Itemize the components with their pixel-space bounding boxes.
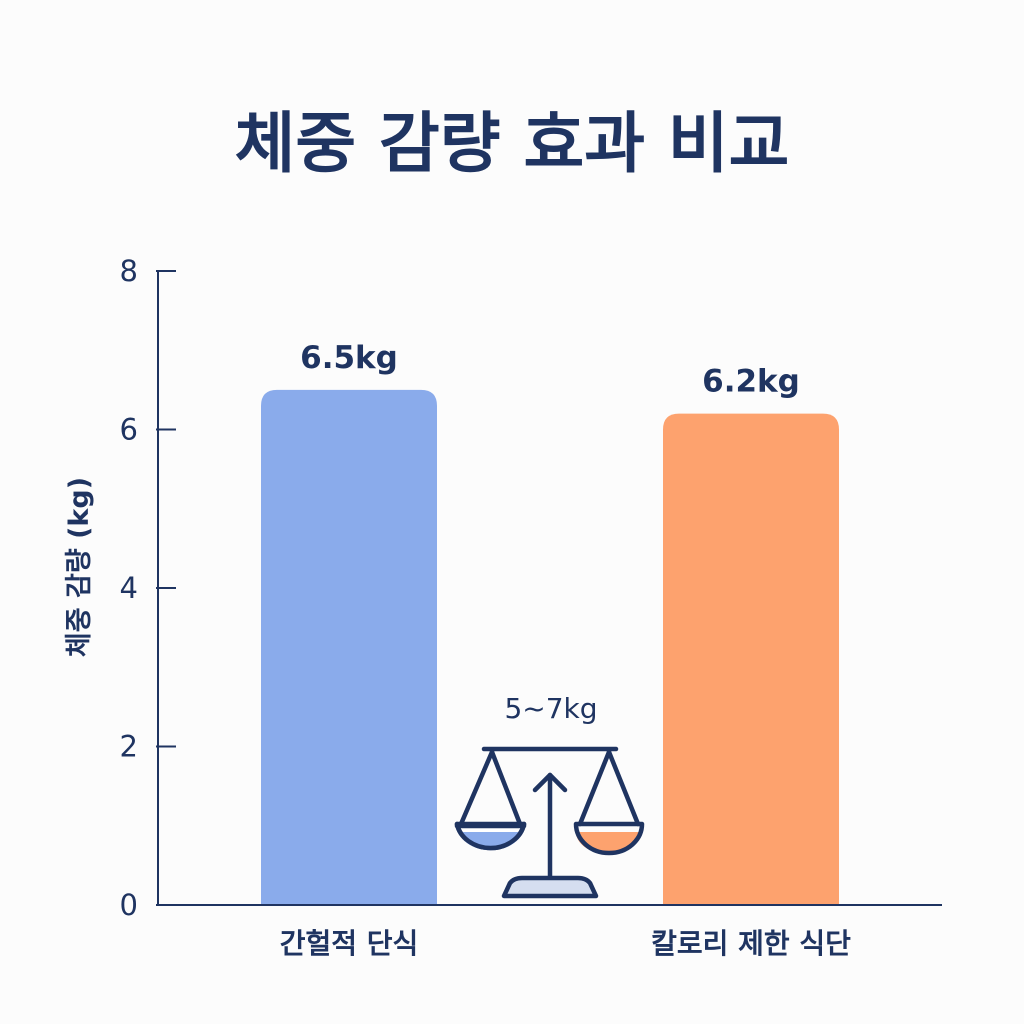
y-tick-label: 6 xyxy=(120,413,138,447)
range-annotation-label: 5~7kg xyxy=(504,692,597,725)
data-label-2: 6.2kg xyxy=(702,364,800,400)
y-axis-ticks: 0 2 4 6 8 xyxy=(120,254,176,922)
bar-1 xyxy=(261,389,437,905)
category-label-2: 칼로리 제한 식단 xyxy=(651,927,851,960)
chart-title: 체중 감량 효과 비교 xyxy=(235,105,790,182)
data-labels: 6.5kg 6.2kg xyxy=(300,340,800,400)
y-tick-label: 0 xyxy=(120,888,138,922)
y-axis-title: 체중 감량 (kg) xyxy=(64,477,95,657)
balance-scale-icon xyxy=(454,746,645,899)
y-tick-label: 8 xyxy=(120,254,138,288)
category-labels: 간헐적 단식 칼로리 제한 식단 xyxy=(280,927,851,960)
y-tick-label: 4 xyxy=(120,571,138,605)
category-label-1: 간헐적 단식 xyxy=(280,927,419,960)
y-tick-label: 2 xyxy=(120,730,138,764)
bar-2 xyxy=(663,413,839,905)
data-label-1: 6.5kg xyxy=(300,340,398,376)
bars xyxy=(261,389,839,905)
